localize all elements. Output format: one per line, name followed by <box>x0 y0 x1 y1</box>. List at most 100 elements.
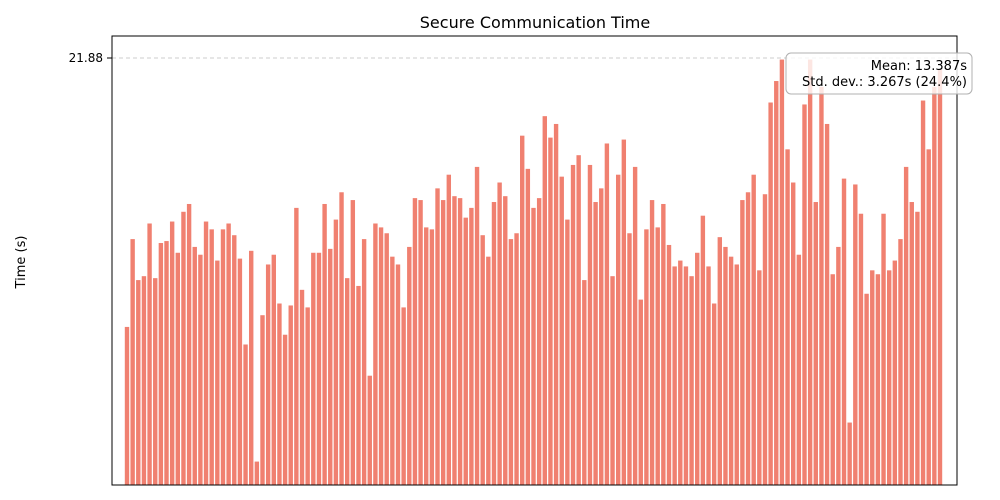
bar <box>452 196 457 486</box>
bar <box>503 196 508 486</box>
bar <box>401 307 406 485</box>
bar <box>841 178 847 486</box>
bar <box>243 344 248 485</box>
stats-box-frame <box>785 52 973 95</box>
bar <box>881 213 886 486</box>
bar <box>158 243 164 485</box>
bar <box>153 278 158 485</box>
bar <box>706 266 711 485</box>
bar <box>678 260 683 485</box>
bar <box>644 229 649 485</box>
bar <box>271 254 276 485</box>
bar <box>599 188 604 486</box>
bar <box>344 278 350 485</box>
bar <box>672 266 677 485</box>
bar <box>299 289 305 485</box>
bar <box>390 256 395 485</box>
bar <box>520 135 525 486</box>
bar <box>576 155 581 485</box>
bar <box>215 260 220 485</box>
bar <box>683 266 689 485</box>
bar <box>209 229 214 485</box>
bar <box>322 203 327 486</box>
bar <box>147 223 152 486</box>
bar <box>463 217 468 485</box>
stats-box: Mean: 13.387s Std. dev.: 3.267s (24.4%) <box>785 52 973 95</box>
bar <box>559 176 564 485</box>
bar <box>429 229 435 485</box>
bar <box>649 200 655 485</box>
bar <box>311 252 316 485</box>
bar <box>288 305 293 485</box>
bar <box>356 285 361 485</box>
bar <box>232 235 237 485</box>
bar <box>740 200 745 485</box>
bar <box>666 244 672 485</box>
bar <box>192 246 197 485</box>
bar <box>689 276 694 485</box>
bar <box>412 198 418 485</box>
bar <box>858 213 864 486</box>
bar <box>435 188 440 486</box>
bar <box>542 116 547 485</box>
bar <box>638 299 643 485</box>
bar <box>728 256 734 485</box>
bar <box>711 303 717 485</box>
bar <box>864 293 869 485</box>
bar <box>169 221 175 486</box>
bar <box>898 239 903 485</box>
bar <box>254 461 260 485</box>
chart-title: Secure Communication Time <box>420 13 650 32</box>
bar <box>627 233 632 485</box>
bar <box>469 207 474 485</box>
bar <box>813 202 818 485</box>
bar <box>819 86 824 485</box>
bar <box>582 280 587 485</box>
bar <box>333 219 339 485</box>
bar <box>695 252 700 485</box>
bar <box>424 227 429 485</box>
bar <box>615 174 621 485</box>
y-axis-label: Time (s) <box>14 236 29 290</box>
bar <box>536 198 542 485</box>
bar <box>915 211 920 485</box>
bar <box>480 235 485 485</box>
bar <box>604 143 610 486</box>
bar <box>491 202 497 485</box>
bar <box>847 422 852 485</box>
bar <box>367 375 372 485</box>
bar <box>700 215 706 485</box>
bar <box>796 254 802 485</box>
bar <box>723 246 728 485</box>
stats-mean: Mean: 13.387s <box>871 59 967 74</box>
bar <box>661 203 666 486</box>
bar <box>260 315 265 485</box>
bar <box>514 233 519 485</box>
bar <box>395 264 401 485</box>
bar <box>751 174 756 485</box>
bar <box>361 239 367 485</box>
bar <box>164 241 169 485</box>
bar <box>717 237 723 485</box>
bar <box>136 280 141 485</box>
bar <box>875 274 881 485</box>
bar <box>565 219 570 485</box>
bar <box>186 203 192 486</box>
bar <box>836 246 841 485</box>
bar <box>553 123 559 486</box>
bar <box>937 69 943 485</box>
bar <box>265 264 271 485</box>
bar <box>853 184 858 485</box>
bar <box>277 303 282 485</box>
bar <box>531 207 536 485</box>
bar <box>932 86 937 485</box>
bar <box>446 174 452 485</box>
bar <box>886 270 892 485</box>
bar <box>457 198 463 485</box>
bar <box>497 182 502 485</box>
bar <box>762 194 768 485</box>
y-tick-label: 21.88 <box>69 51 103 65</box>
bar <box>508 239 514 485</box>
bar <box>384 233 389 485</box>
bar <box>807 59 813 486</box>
